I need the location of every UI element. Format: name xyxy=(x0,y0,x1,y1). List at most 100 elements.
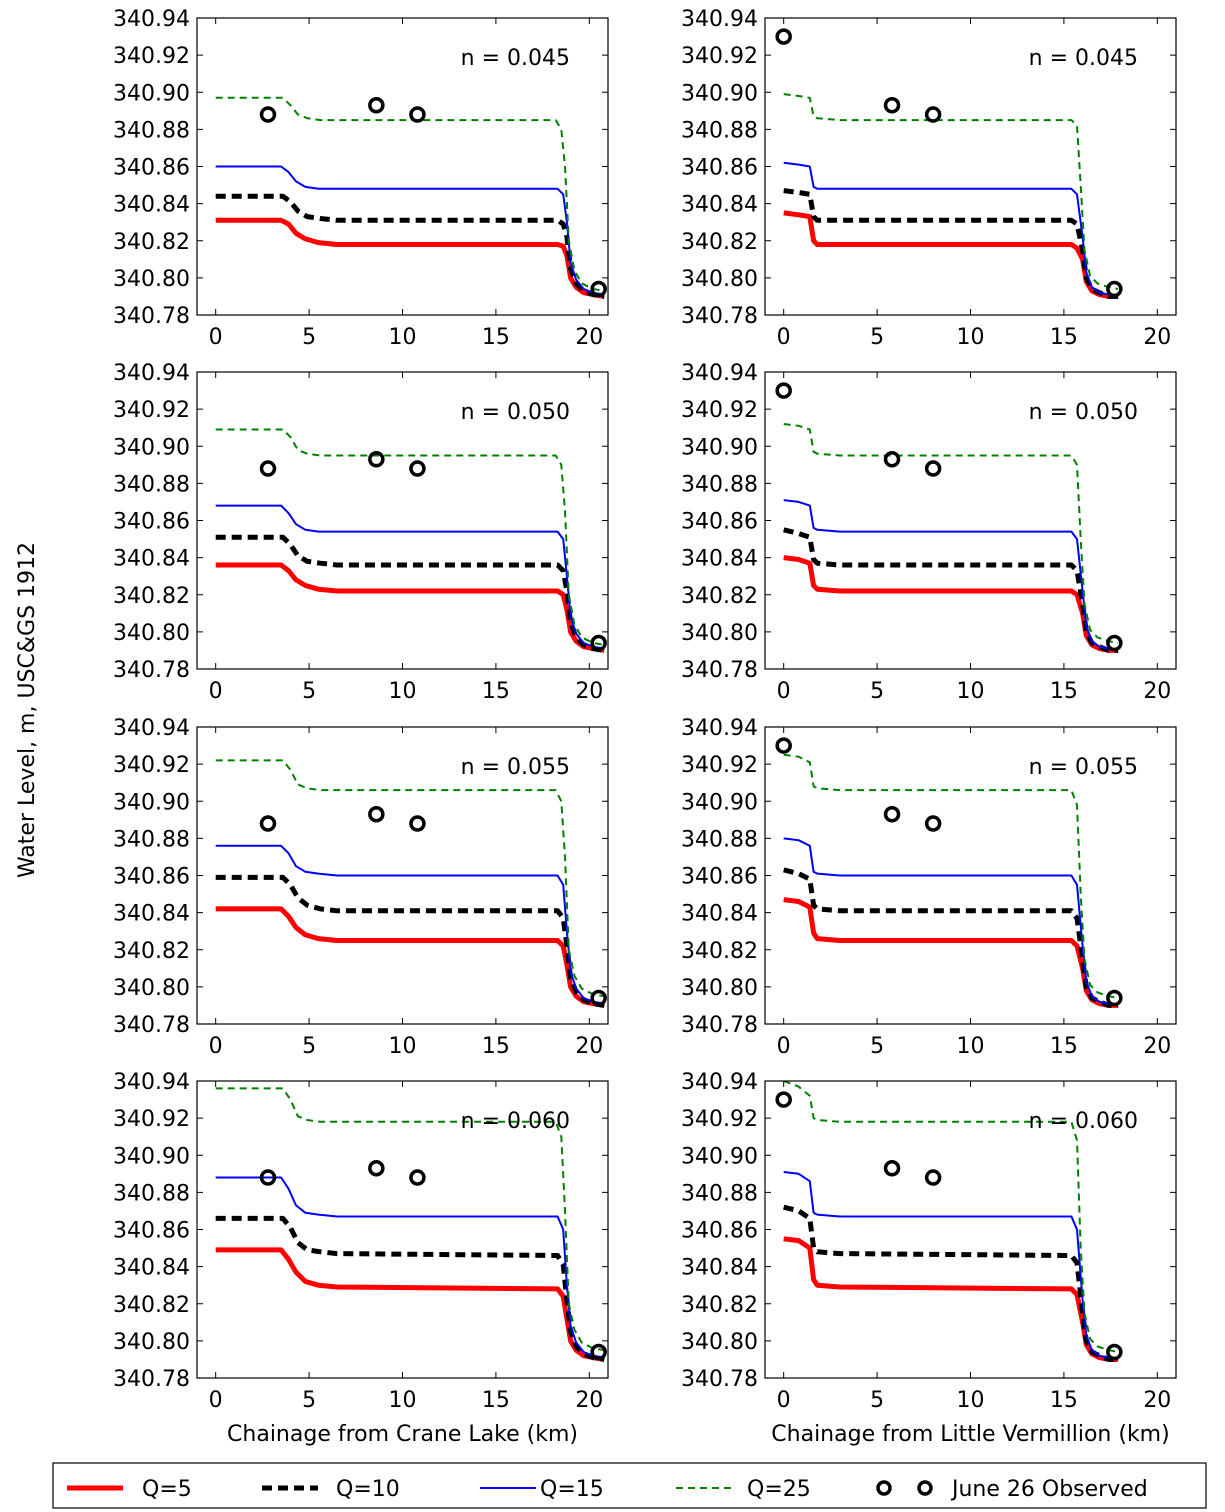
y-tick-label: 340.90 xyxy=(113,790,190,815)
series-line-Q15 xyxy=(783,1171,1119,1361)
panel-annotation: n = 0.045 xyxy=(1029,46,1138,71)
x-tick-label: 15 xyxy=(1050,679,1078,704)
series-line-Q10 xyxy=(215,534,605,653)
panel-crane-n045: 0 5 10 15 20 340.78 340.80 340.82 340.84 340.86 34… xyxy=(113,7,609,350)
y-tick-label: 340.84 xyxy=(113,193,190,218)
y-tick-label: 340.86 xyxy=(681,156,758,181)
y-tick-label: 340.80 xyxy=(681,267,758,292)
y-tick-label: 340.92 xyxy=(681,398,758,423)
panel-annotation: n = 0.055 xyxy=(461,755,570,780)
observed-point xyxy=(775,28,792,45)
x-tick-label: 0 xyxy=(209,679,223,704)
series-line-Q25 xyxy=(783,423,1119,644)
x-tick-label: 5 xyxy=(302,1388,316,1413)
series-line-Q5 xyxy=(783,1236,1119,1362)
x-tick-label: 5 xyxy=(870,1388,884,1413)
x-tick-label: 20 xyxy=(1143,325,1171,350)
y-tick-label: 340.92 xyxy=(681,1107,758,1132)
y-tick-label: 340.82 xyxy=(681,230,758,255)
observed-point xyxy=(259,1169,277,1186)
panel-annotation: n = 0.060 xyxy=(461,1109,570,1134)
series-line-Q5 xyxy=(215,217,605,299)
legend: Q=5 Q=10 Q=15 Q=25 June 26 Observed xyxy=(52,1462,1207,1509)
legend-marker xyxy=(917,1480,933,1496)
x-tick-label: 10 xyxy=(957,1034,985,1059)
x-tick-label: 20 xyxy=(1143,1388,1171,1413)
legend-item: Q=10 xyxy=(262,1477,400,1502)
panel-vermillion-n060: 0 5 10 15 20 340.78 340.80 340.82 340.84 340.86 34… xyxy=(681,1070,1177,1447)
observed-point xyxy=(924,106,942,123)
observed-point xyxy=(883,96,901,114)
x-tick-label: 10 xyxy=(389,325,417,350)
y-tick-label: 340.78 xyxy=(113,658,190,683)
observed-point xyxy=(924,460,942,477)
observed-point xyxy=(259,106,277,123)
legend-label: Q=5 xyxy=(142,1477,192,1502)
series-line-Q10 xyxy=(215,1215,605,1362)
plot-frame xyxy=(764,1080,1177,1379)
plot-frame xyxy=(196,1080,609,1379)
observed-point xyxy=(409,815,426,832)
y-tick-label: 340.80 xyxy=(113,267,190,292)
legend-label: Q=25 xyxy=(747,1477,811,1502)
y-tick-label: 340.78 xyxy=(113,1367,190,1392)
y-tick-label: 340.90 xyxy=(681,81,758,106)
x-tick-label: 10 xyxy=(389,679,417,704)
y-tick-label: 340.86 xyxy=(681,865,758,890)
panel-crane-n060: 0 5 10 15 20 340.78 340.80 340.82 340.84 340.86 34… xyxy=(113,1070,609,1447)
y-tick-label: 340.80 xyxy=(681,621,758,646)
observed-point xyxy=(924,815,942,832)
y-tick-label: 340.86 xyxy=(113,156,190,181)
y-tick-label: 340.86 xyxy=(113,1219,190,1244)
x-tick-label: 5 xyxy=(870,325,884,350)
series-line-Q10 xyxy=(783,1204,1119,1362)
x-tick-label: 15 xyxy=(1050,1034,1078,1059)
series-line-Q15 xyxy=(783,837,1119,1007)
y-tick-label: 340.94 xyxy=(113,1070,190,1095)
series-group xyxy=(783,1081,1119,1362)
x-tick-label: 10 xyxy=(957,1388,985,1413)
x-tick-label: 20 xyxy=(1143,1034,1171,1059)
panels: 0 5 10 15 20 340.78 340.80 340.82 340.84 340.86 34… xyxy=(113,7,1177,1447)
observed-point xyxy=(590,989,607,1007)
observed-point xyxy=(1106,280,1123,298)
y-tick-label: 340.80 xyxy=(681,1330,758,1355)
series-group xyxy=(215,96,605,299)
series-line-Q25 xyxy=(215,759,605,998)
observed-point xyxy=(259,460,277,477)
y-tick-label: 340.88 xyxy=(113,118,190,143)
observed-point xyxy=(883,450,901,468)
y-tick-label: 340.84 xyxy=(681,902,758,927)
panel-vermillion-n050: 0 5 10 15 20 340.78 340.80 340.82 340.84 340.86 34… xyxy=(681,361,1177,704)
y-tick-label: 340.78 xyxy=(681,658,758,683)
observed-point xyxy=(590,634,607,652)
series-line-Q25 xyxy=(783,93,1119,290)
x-tick-label: 10 xyxy=(957,679,985,704)
y-tick-label: 340.84 xyxy=(681,1256,758,1281)
y-tick-label: 340.78 xyxy=(113,1013,190,1038)
observed-point xyxy=(883,1159,901,1177)
panel-annotation: n = 0.045 xyxy=(461,46,570,71)
panel-annotation: n = 0.060 xyxy=(1029,1109,1138,1134)
series-group xyxy=(783,93,1119,299)
series-line-Q5 xyxy=(783,555,1119,653)
series-line-Q25 xyxy=(215,1087,605,1352)
series-line-Q10 xyxy=(215,874,605,1008)
series-line-Q5 xyxy=(215,1247,605,1362)
series-group xyxy=(215,1087,605,1362)
observed-point xyxy=(409,106,426,123)
y-tick-label: 340.90 xyxy=(113,1144,190,1169)
observed-point xyxy=(775,1091,792,1108)
y-tick-label: 340.80 xyxy=(113,976,190,1001)
y-tick-label: 340.86 xyxy=(681,1219,758,1244)
plot-frame xyxy=(196,726,609,1025)
series-line-Q15 xyxy=(215,1176,605,1359)
y-tick-label: 340.86 xyxy=(113,510,190,535)
panel-crane-n050: 0 5 10 15 20 340.78 340.80 340.82 340.84 340.86 34… xyxy=(113,361,609,704)
y-tick-label: 340.78 xyxy=(681,1013,758,1038)
x-tick-label: 0 xyxy=(777,679,791,704)
observed-point xyxy=(368,450,385,468)
panel-annotation: n = 0.055 xyxy=(1029,755,1138,780)
y-tick-label: 340.84 xyxy=(113,1256,190,1281)
